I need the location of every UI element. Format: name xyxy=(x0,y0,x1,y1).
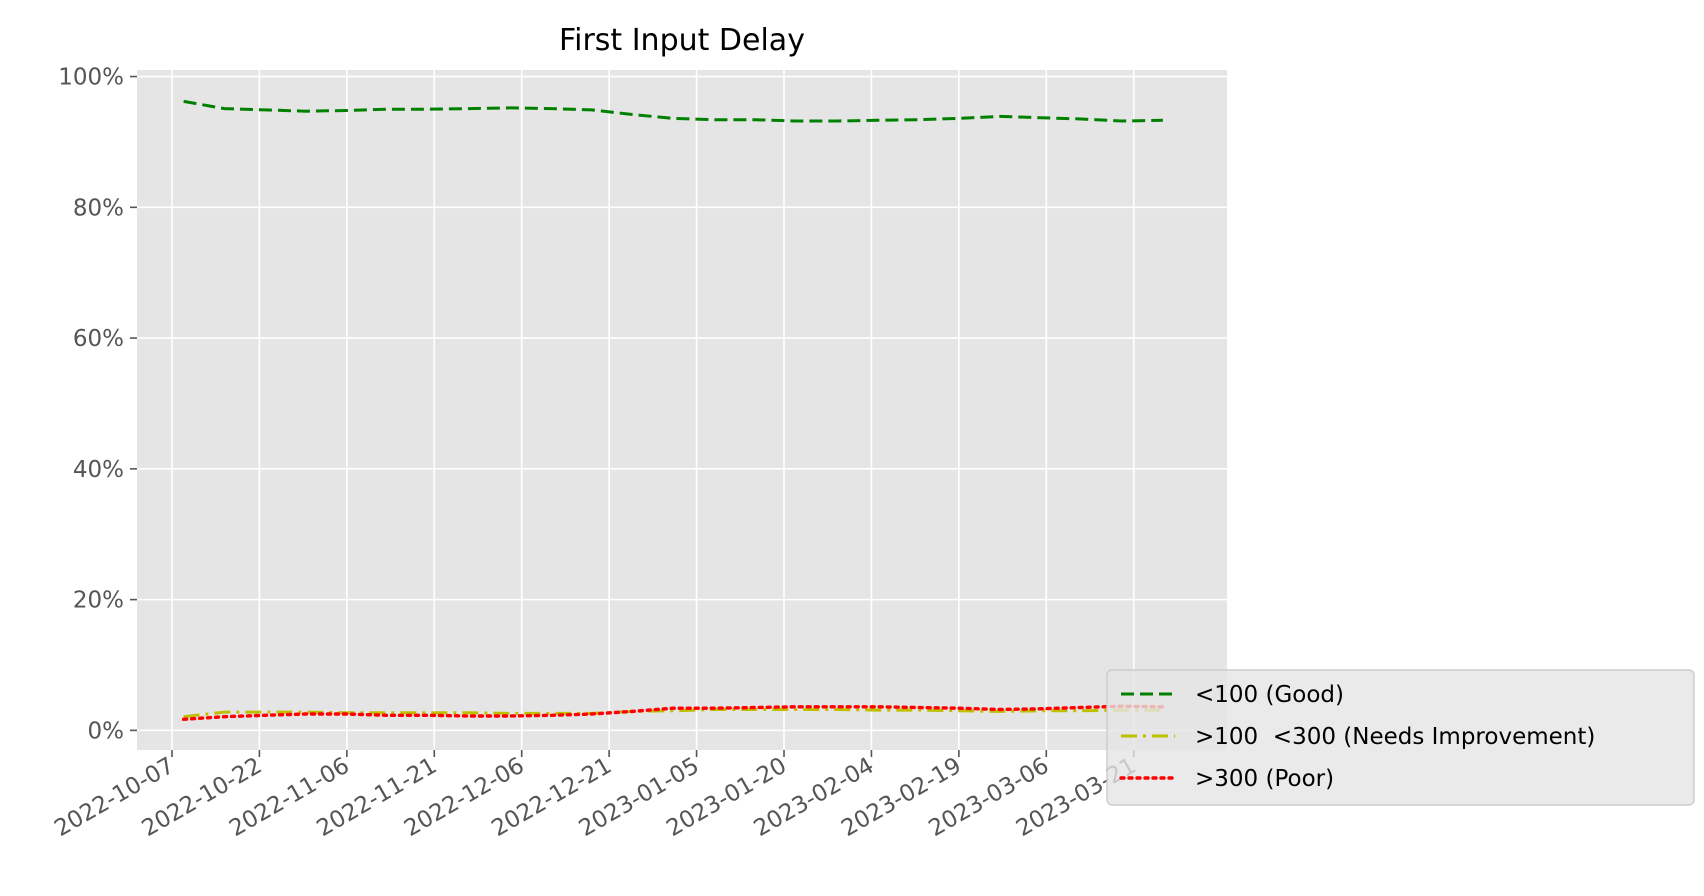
y-tick-label: 80% xyxy=(73,195,124,221)
plot-area xyxy=(137,70,1227,750)
y-tick-label: 0% xyxy=(88,718,125,744)
legend: <100 (Good) >100 <300 (Needs Improvement)… xyxy=(1106,669,1695,806)
y-tick-label: 100% xyxy=(58,65,124,91)
y-tick-label: 20% xyxy=(73,588,124,614)
legend-label-1: >100 <300 (Needs Improvement) xyxy=(1195,724,1595,750)
legend-label-0: <100 (Good) xyxy=(1195,682,1344,708)
legend-label-2: >300 (Poor) xyxy=(1195,766,1334,792)
series-line-2 xyxy=(181,704,1165,721)
chart-title: First Input Delay xyxy=(559,23,805,58)
series-lines xyxy=(181,99,1165,721)
grid-lines xyxy=(137,70,1227,750)
y-tick-label: 60% xyxy=(73,326,124,352)
y-tick-label: 40% xyxy=(73,457,124,483)
series-line-0 xyxy=(183,99,1163,123)
legend-box xyxy=(1106,669,1695,806)
